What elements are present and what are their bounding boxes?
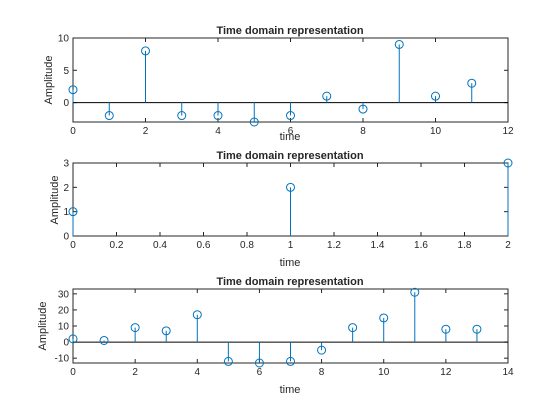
subplot-3-marker: [472, 324, 482, 334]
subplot-1-ytick-label: 10: [58, 34, 70, 45]
subplot-1-marker: [394, 39, 404, 49]
subplot-3-ytick-label: 20: [58, 305, 70, 316]
subplot-2-ytick-label: 3: [63, 159, 69, 170]
subplot-2-ytick-label: 1: [63, 207, 69, 218]
subplot-1-marker: [141, 46, 150, 56]
subplot-1-xtick-label: 4: [215, 126, 221, 137]
subplot-2-title: Time domain representation: [216, 150, 363, 162]
subplot-1-xtick-label: 6: [288, 126, 294, 137]
subplot-1-xtick-label: 8: [360, 126, 366, 137]
subplot-1-marker: [213, 111, 223, 121]
subplot-3-ytick-label: 0: [63, 338, 69, 349]
subplot-2-xtick-label: 0.6: [197, 240, 211, 251]
subplot-2-marker: [286, 182, 295, 192]
subplot-2-xtick-label: 1.8: [458, 240, 472, 251]
subplot-1-marker: [286, 111, 295, 121]
subplot-3-marker: [286, 356, 295, 366]
subplot-2-ytick-label: 2: [63, 183, 69, 194]
subplot-3-xtick-label: 10: [378, 367, 390, 378]
subplot-1-marker: [467, 78, 477, 88]
subplot-1-title: Time domain representation: [216, 25, 363, 37]
subplot-1-marker: [322, 91, 332, 101]
subplot-3-xtick-label: 12: [440, 367, 452, 378]
subplot-1-marker: [68, 85, 78, 95]
subplot-2-xtick-label: 1: [288, 240, 294, 251]
subplot-3-marker: [254, 358, 264, 368]
subplot-3-marker: [223, 356, 233, 366]
subplot-3-marker: [441, 324, 451, 334]
subplot-3-xtick-label: 8: [319, 367, 325, 378]
subplot-1-ytick-label: 5: [63, 66, 69, 77]
subplot-2-xtick-label: 0.8: [240, 240, 254, 251]
subplot-3-marker: [68, 334, 78, 344]
subplot-3-marker: [348, 323, 358, 333]
subplot-1: Time domain representation 0 2 4 6 8 10 12 0 5 10…: [43, 25, 514, 143]
subplot-2: Time domain representation 0 0.2 0.4 0.6 0.8…: [49, 150, 513, 269]
subplot-1-marker: [249, 117, 259, 127]
subplot-3-xtick-label: 0: [70, 367, 76, 378]
subplot-1-xtick-label: 0: [70, 126, 76, 137]
subplot-1-plot: 0 2 4 6 8 10 12 0 5 10: [58, 34, 514, 138]
subplot-3-marker: [161, 326, 171, 336]
subplot-3-ytick-label: 30: [58, 289, 70, 300]
subplot-3-xtick-label: 4: [195, 367, 201, 378]
subplot-1-marker: [104, 111, 114, 121]
subplot-2-xtick-label: 1.4: [371, 240, 385, 251]
subplot-2-ylabel: Amplitude: [49, 176, 61, 225]
subplot-1-marker: [177, 111, 187, 121]
subplot-3: Time domain representation 0 2 4 6 8 10 12 14 -1…: [37, 276, 514, 396]
subplot-3-title: Time domain representation: [216, 276, 363, 288]
subplot-1-marker: [358, 104, 368, 114]
subplot-3-marker: [130, 323, 140, 333]
subplot-3-marker: [192, 310, 202, 320]
subplot-2-marker: [503, 158, 513, 168]
subplot-2-xtick-label: 2: [505, 240, 511, 251]
subplot-1-marker: [431, 91, 440, 101]
subplot-2-xlabel: time: [280, 257, 301, 269]
subplot-2-xtick-label: 0.4: [153, 240, 167, 251]
subplot-2-plot: 0 0.2 0.4 0.6 0.8 1 1.2 1.4 1.6 1.8 2 0 1 2 3: [63, 158, 513, 251]
subplot-3-xtick-label: 2: [132, 367, 138, 378]
subplot-1-ytick-label: 0: [63, 98, 69, 109]
subplot-1-xtick-label: 10: [430, 126, 442, 137]
subplot-3-xlabel: time: [280, 384, 301, 396]
subplot-3-ytick-label: -10: [55, 354, 70, 365]
subplot-2-xtick-label: 1.2: [327, 240, 341, 251]
subplot-1-xtick-label: 12: [502, 126, 514, 137]
subplot-1-xlabel: time: [280, 131, 301, 143]
subplot-3-ytick-label: 10: [58, 322, 70, 333]
subplot-2-ytick-label: 0: [63, 232, 69, 243]
subplot-3-xtick-label: 6: [257, 367, 263, 378]
subplot-1-ylabel: Amplitude: [43, 56, 55, 105]
subplot-3-xtick-label: 14: [502, 367, 514, 378]
subplot-1-xtick-label: 2: [143, 126, 149, 137]
subplot-2-xtick-label: 0: [70, 240, 76, 251]
subplot-3-marker: [99, 335, 109, 345]
subplot-3-marker: [317, 345, 327, 355]
subplot-2-xtick-label: 1.6: [414, 240, 428, 251]
subplot-3-marker: [410, 287, 420, 297]
subplot-3-marker: [379, 313, 389, 323]
subplot-2-xtick-label: 0.2: [110, 240, 124, 251]
subplot-2-marker: [68, 207, 78, 217]
subplot-3-ylabel: Amplitude: [37, 302, 49, 351]
